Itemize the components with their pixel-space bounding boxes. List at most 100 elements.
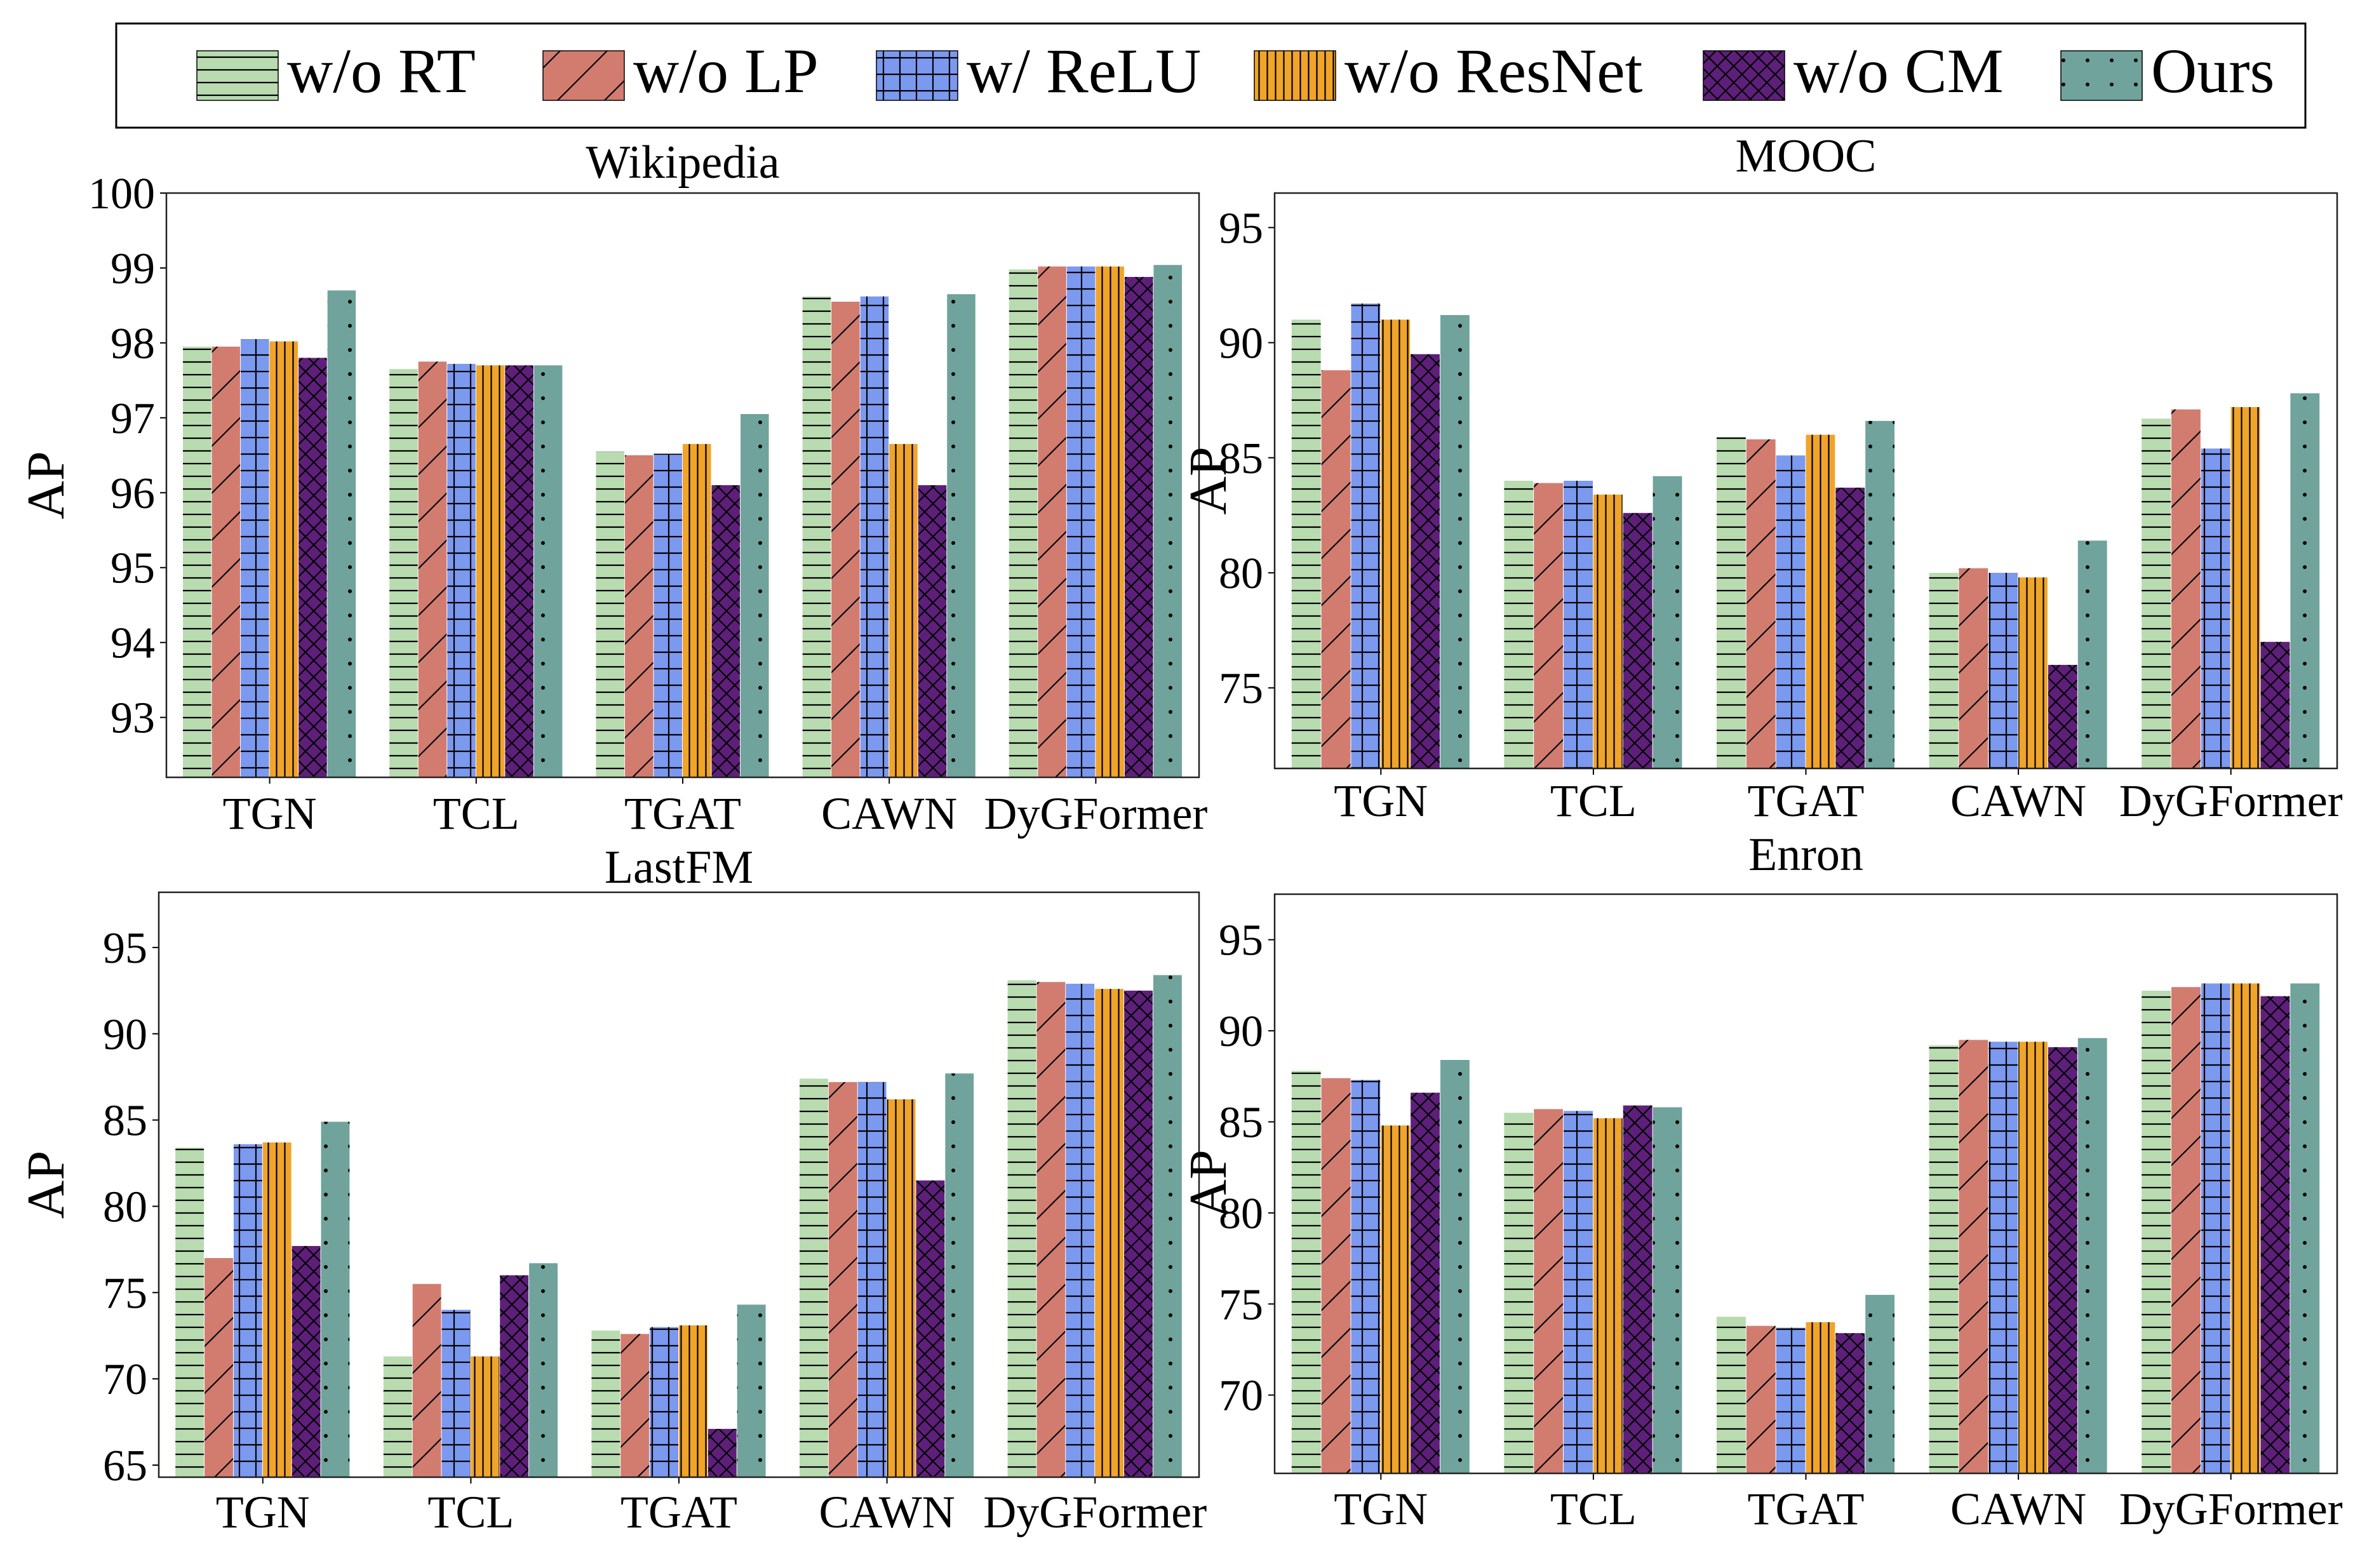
bar-tcl-w-o-rt [1504, 1113, 1534, 1473]
legend-label-w-o-lp: w/o LP [633, 36, 819, 106]
bar-tcl-w-o-rt [383, 1356, 412, 1477]
bar-dygformer-w-o-rt [1009, 269, 1038, 777]
bar-dygformer-w-o-rt [2142, 419, 2171, 768]
x-tick-label-cawn: CAWN [1950, 775, 2086, 826]
bar-tcl-w-o-rt [389, 369, 418, 777]
bar-cawn-ours [2077, 1038, 2107, 1473]
bar-tgat-w-o-cm [1835, 487, 1865, 768]
y-tick-label: 70 [1219, 1372, 1263, 1421]
bar-tgat-w-o-rt [1716, 1317, 1746, 1473]
bar-dygformer-w-o-cm [1124, 277, 1153, 778]
x-tick-label-dygformer: DyGFormer [2119, 775, 2343, 826]
bar-tcl-ours [533, 365, 563, 777]
chart-title: Enron [1748, 829, 1863, 881]
bar-cawn-w-o-lp [1959, 1040, 1988, 1473]
bar-tgat-w-o-cm [707, 1428, 737, 1477]
y-tick-label: 95 [103, 924, 147, 973]
bar-tcl-w-relu [447, 363, 476, 777]
bar-dygformer-w-o-cm [2260, 641, 2290, 768]
bar-tgat-w-o-resnet [1806, 1322, 1835, 1473]
plot-frame [1273, 893, 2338, 1475]
x-tick-label-tcl: TCL [1550, 1484, 1637, 1534]
x-tick-label-tcl: TCL [433, 788, 520, 839]
bar-tcl-w-o-cm [1623, 1105, 1653, 1473]
bar-dygformer-w-o-resnet [2230, 407, 2260, 768]
x-tick-label-tgat: TGAT [1748, 775, 1865, 826]
bar-tcl-w-o-resnet [1593, 494, 1623, 768]
bar-dygformer-w-o-lp [1038, 266, 1066, 778]
x-tick-label-cawn: CAWN [821, 788, 957, 839]
bar-tgn-w-o-lp [1321, 1078, 1351, 1473]
y-tick-label: 95 [1219, 204, 1263, 253]
y-axis-label: AP [17, 1151, 76, 1219]
y-tick-label: 75 [1219, 664, 1263, 713]
bar-tgat-w-o-resnet [683, 444, 711, 777]
plot-frame [158, 891, 1200, 1478]
y-tick-label: 85 [1219, 1098, 1263, 1147]
bar-tgat-w-relu [1776, 455, 1806, 768]
x-tick-label-tcl: TCL [427, 1487, 514, 1538]
bar-cawn-w-relu [860, 296, 889, 777]
legend-swatch-w-o-lp [542, 50, 625, 101]
bar-tgat-w-o-rt [596, 451, 624, 777]
legend-label-w-o-rt: w/o RT [287, 36, 476, 106]
legend-label-w-o-cm: w/o CM [1793, 36, 2004, 106]
bar-cawn-w-relu [1988, 572, 2018, 768]
bar-tcl-ours [1653, 476, 1682, 768]
bar-cawn-ours [945, 1073, 974, 1477]
y-tick-label: 95 [1219, 916, 1263, 965]
bar-tgat-w-relu [650, 1327, 678, 1477]
bar-tcl-w-relu [1564, 1111, 1593, 1473]
legend-label-w-o-resnet: w/o ResNet [1344, 36, 1643, 106]
bar-tgn-w-o-rt [1291, 1071, 1321, 1473]
bar-tcl-w-o-resnet [476, 365, 505, 777]
bar-tgat-ours [1865, 1294, 1895, 1473]
x-tick-label-tgn: TGN [216, 1487, 310, 1538]
y-tick-label: 80 [103, 1183, 147, 1231]
bar-tgat-w-o-lp [1746, 1325, 1776, 1473]
bar-dygformer-w-o-resnet [1095, 989, 1124, 1477]
bar-tcl-w-o-cm [1623, 513, 1653, 768]
bar-tgn-w-o-cm [298, 358, 327, 777]
bar-tgat-ours [1865, 420, 1895, 768]
y-axis-label: AP [1179, 1149, 1238, 1217]
bar-tcl-w-o-resnet [471, 1356, 500, 1477]
bar-dygformer-w-o-rt [2142, 991, 2171, 1473]
bar-cawn-w-o-rt [1929, 1045, 1959, 1473]
bar-tcl-w-o-rt [1504, 481, 1534, 768]
legend-frame [115, 22, 2307, 129]
bar-tgn-w-o-rt [183, 346, 211, 777]
chart-title: LastFM [605, 841, 753, 894]
y-tick-label: 94 [111, 619, 155, 668]
bar-tgat-w-o-lp [624, 455, 654, 777]
bar-tgn-w-o-rt [175, 1148, 204, 1477]
bar-cawn-w-o-cm [2048, 664, 2077, 768]
bar-dygformer-ours [1153, 265, 1182, 777]
bar-tcl-w-o-cm [505, 365, 533, 777]
bar-tgat-w-o-resnet [679, 1325, 707, 1477]
y-tick-label: 85 [103, 1097, 147, 1146]
bar-cawn-w-o-lp [1959, 568, 1988, 768]
bar-tgn-w-relu [1351, 303, 1381, 768]
panel-wikipedia: Wikipedia AP 93 94 95 96 97 98 99 100 TGN TCL TGAT CA… [17, 137, 1207, 839]
bar-cawn-w-o-cm [2048, 1047, 2077, 1473]
bar-tgn-ours [1440, 315, 1470, 768]
bar-tcl-w-o-lp [1534, 483, 1564, 768]
y-axis-label: AP [17, 451, 76, 519]
bar-tgn-w-o-lp [1321, 370, 1351, 768]
bar-tgn-w-o-cm [1411, 1092, 1440, 1473]
legend-swatch-w-o-rt [196, 50, 279, 101]
x-tick-label-tgat: TGAT [1748, 1484, 1865, 1534]
x-tick-label-dygformer: DyGFormer [984, 788, 1207, 839]
bar-tgn-w-relu [1351, 1080, 1381, 1473]
bar-cawn-w-o-lp [828, 1082, 857, 1477]
plot-frame [1273, 192, 2338, 770]
x-tick-label-dygformer: DyGFormer [983, 1487, 1207, 1538]
bar-tgn-w-o-cm [292, 1245, 321, 1477]
chart-title: MOOC [1735, 130, 1876, 182]
y-tick-label: 85 [1219, 434, 1263, 483]
bar-tgat-ours [737, 1304, 766, 1477]
bar-dygformer-w-o-resnet [2230, 983, 2260, 1473]
legend: w/o RT w/o LP w/ ReLU w/o ResNet w/o CM Ours [115, 22, 2307, 129]
y-tick-label: 100 [88, 170, 155, 218]
